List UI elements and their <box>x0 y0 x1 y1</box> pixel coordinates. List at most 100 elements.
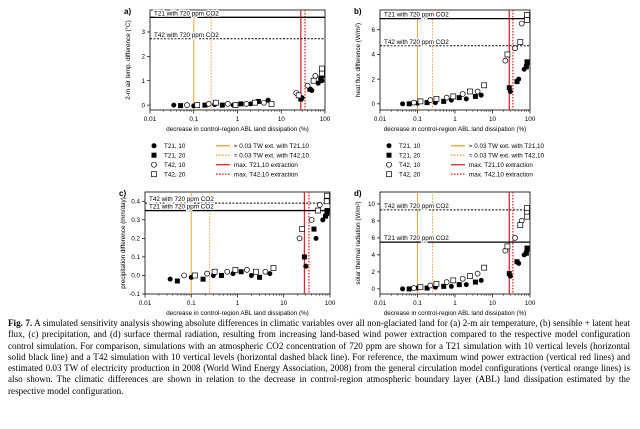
hline-label: T21 with 720 ppm CO2 <box>384 235 449 242</box>
y-tick-label: 4 <box>371 52 375 59</box>
data-point <box>433 280 440 287</box>
x-tick-label: 1 <box>236 116 240 123</box>
data-point <box>298 96 304 102</box>
data-point <box>411 285 417 291</box>
data-point <box>524 205 530 211</box>
data-point <box>514 79 520 85</box>
data-point <box>450 93 457 100</box>
data-point <box>456 95 462 101</box>
y-axis-label: heat flux difference (W/m²) <box>355 23 362 97</box>
y-tick-label: 0 <box>371 101 375 108</box>
data-point <box>270 265 277 271</box>
figure: a) T21 with 720 ppm CO2 T42 with 720 ppm C… <box>119 7 544 316</box>
data-point <box>311 226 317 232</box>
hline-label: T21 with 720 ppm CO2 <box>149 204 214 211</box>
legend-label: max. T42,10 extraction <box>469 172 533 179</box>
x-axis-label: decrease in control-region ABL land diss… <box>166 310 309 316</box>
data-point <box>504 51 511 58</box>
data-point <box>205 101 212 107</box>
x-tick-label: 0.01 <box>374 300 387 307</box>
data-point <box>252 99 258 106</box>
y-tick-label: 2 <box>371 76 375 83</box>
legend-label: max. T21,10 extraction <box>469 162 533 169</box>
data-point <box>200 276 206 282</box>
legend: T21, 10 T21, 20 T42, 10 T42, 20 ≈ 0.03 TW ex… <box>151 143 309 179</box>
data-point <box>406 286 412 292</box>
x-tick-label: 10 <box>489 300 497 307</box>
data-point <box>427 97 434 103</box>
y-tick-label: 1 <box>141 78 145 85</box>
x-tick-label: 10 <box>489 116 497 123</box>
legend-label: T42, 10 <box>164 162 186 169</box>
data-point <box>524 59 530 65</box>
data-point <box>167 276 173 282</box>
data-point <box>417 98 424 105</box>
x-axis-label: decrease in control-region ABL land diss… <box>166 126 309 133</box>
y-tick-label: 2 <box>371 269 375 276</box>
panel-b: b) T21 with 720 ppm CO2 T42 with 720 ppm C… <box>354 7 536 133</box>
data-point <box>478 277 484 283</box>
data-point <box>299 226 306 232</box>
data-point <box>517 222 524 228</box>
data-point <box>268 101 275 107</box>
data-point <box>313 235 319 241</box>
data-point <box>524 12 530 18</box>
data-point <box>518 20 525 27</box>
x-tick-label: 10 <box>278 116 286 123</box>
data-point <box>478 92 484 98</box>
y-tick-label: 0 <box>371 286 375 293</box>
data-point <box>523 250 529 256</box>
data-point <box>472 279 478 285</box>
panel-label: c) <box>119 189 126 198</box>
data-point <box>224 101 231 107</box>
data-point <box>243 101 250 107</box>
data-point <box>310 77 317 84</box>
data-point <box>512 45 518 52</box>
data-point <box>467 273 473 279</box>
y-axis-label: solar thermal radiation (W/m²) <box>355 201 362 284</box>
data-point <box>463 282 469 288</box>
x-axis-label: decrease in control-region ABL land diss… <box>384 310 527 316</box>
hline-label: T21 with 720 ppm CO2 <box>384 12 449 19</box>
legend-label: ≈ 0.03 TW ext. with T42,10 <box>234 153 309 160</box>
y-tick-label: 8 <box>371 218 375 225</box>
data-point <box>463 96 469 102</box>
legend-marker <box>151 171 157 178</box>
data-point <box>238 269 244 275</box>
data-point <box>296 235 303 242</box>
data-point <box>323 213 329 219</box>
data-point <box>400 101 406 107</box>
data-point <box>424 100 430 106</box>
data-point <box>232 102 239 108</box>
y-tick-label: 2 <box>141 54 145 61</box>
data-point <box>502 57 509 64</box>
data-point <box>192 272 198 279</box>
y-tick-label: 0.4 <box>131 198 140 205</box>
data-point <box>267 271 273 277</box>
data-point <box>301 254 307 260</box>
panel-label: a) <box>124 7 131 16</box>
data-point <box>319 70 325 77</box>
figure-caption-label: Fig. 7. <box>8 318 33 328</box>
data-point <box>456 282 462 288</box>
x-tick-label: 0.1 <box>187 300 196 307</box>
legend-label: max. T21,10 extraction <box>234 162 298 169</box>
y-axis-label: 2-m air temp. difference (°C) <box>124 20 132 99</box>
hline-label: T42 with 720 ppm CO2 <box>384 203 449 210</box>
legend-label: T42, 20 <box>399 172 421 179</box>
legend-marker <box>386 161 392 168</box>
data-point <box>213 99 219 106</box>
data-point <box>323 198 330 205</box>
data-point <box>303 263 309 269</box>
y-tick-label: 3 <box>141 29 145 36</box>
data-point <box>307 86 313 92</box>
figure-caption: Fig. 7. A simulated sensitivity analysis… <box>8 318 630 397</box>
legend-label: ≈ 0.03 TW ext. with T21,10 <box>469 143 544 150</box>
data-point <box>506 271 512 277</box>
data-point <box>204 270 210 277</box>
data-point <box>255 98 261 104</box>
data-point <box>260 99 267 106</box>
legend-marker <box>386 143 392 149</box>
data-point <box>218 272 224 278</box>
